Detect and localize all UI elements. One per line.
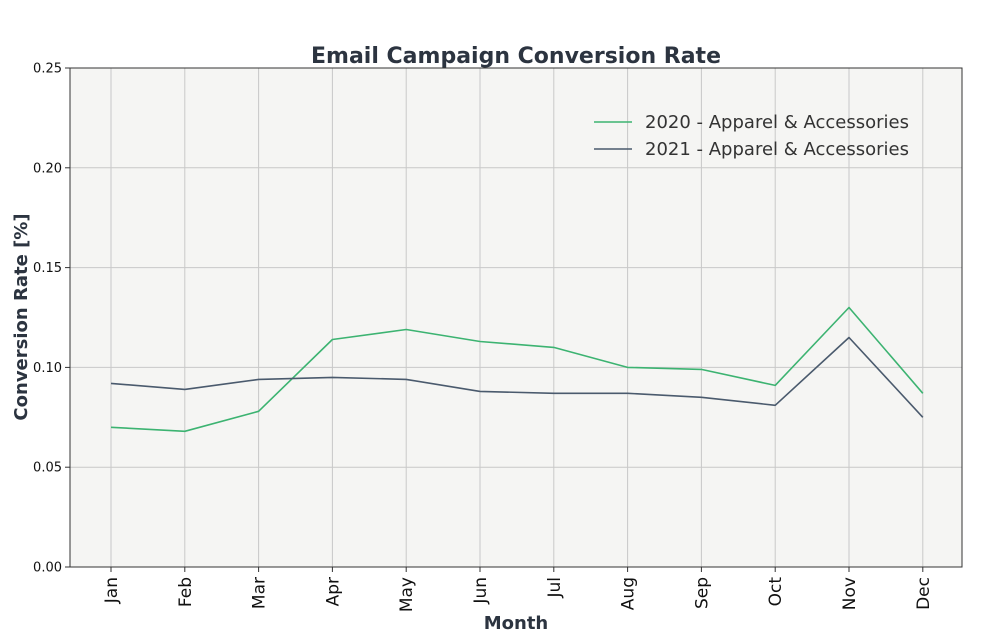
series-lines xyxy=(110,306,924,433)
legend-label: 2020 - Apparel & Accessories xyxy=(645,112,909,133)
y-axis-label: Conversion Rate [%] xyxy=(11,213,32,420)
plot-background xyxy=(70,68,962,567)
x-tick-label: Sep xyxy=(692,577,712,609)
x-tick-label: May xyxy=(397,577,417,612)
y-tick-label: 0.25 xyxy=(33,62,62,77)
x-axis-label: Month xyxy=(484,613,549,634)
x-tick-label: Aug xyxy=(619,577,639,610)
x-tick-label: Dec xyxy=(914,577,934,610)
series-line-1 xyxy=(110,306,924,433)
y-tick-label: 0.20 xyxy=(33,161,62,176)
y-axis-ticks: 0.00 0.05 0.10 0.15 0.20 0.25 xyxy=(33,62,70,576)
x-tick-label: Nov xyxy=(840,577,860,610)
y-tick-label: 0.05 xyxy=(33,461,62,476)
chart-title: Email Campaign Conversion Rate xyxy=(311,44,721,69)
y-tick-label: 0.10 xyxy=(33,361,62,376)
x-tick-label: Oct xyxy=(766,577,786,607)
x-axis-ticks: Jan Feb Mar Apr May Jun Jul Aug Sep Oct Nov Dec xyxy=(102,567,934,612)
x-tick-label: Mar xyxy=(250,577,270,609)
x-tick-label: Feb xyxy=(176,577,196,607)
x-tick-label: Jun xyxy=(471,577,491,605)
legend-label: 2021 - Apparel & Accessories xyxy=(645,139,909,160)
x-tick-label: Jul xyxy=(545,577,565,599)
grid xyxy=(70,67,962,568)
y-tick-label: 0.00 xyxy=(33,561,62,576)
x-tick-label: Apr xyxy=(323,577,343,606)
plot-frame xyxy=(69,67,963,568)
x-tick-label: Jan xyxy=(102,577,122,604)
series-line-2 xyxy=(110,336,924,418)
y-tick-label: 0.15 xyxy=(33,261,62,276)
legend: 2020 - Apparel & Accessories 2021 - Appar… xyxy=(594,112,909,160)
